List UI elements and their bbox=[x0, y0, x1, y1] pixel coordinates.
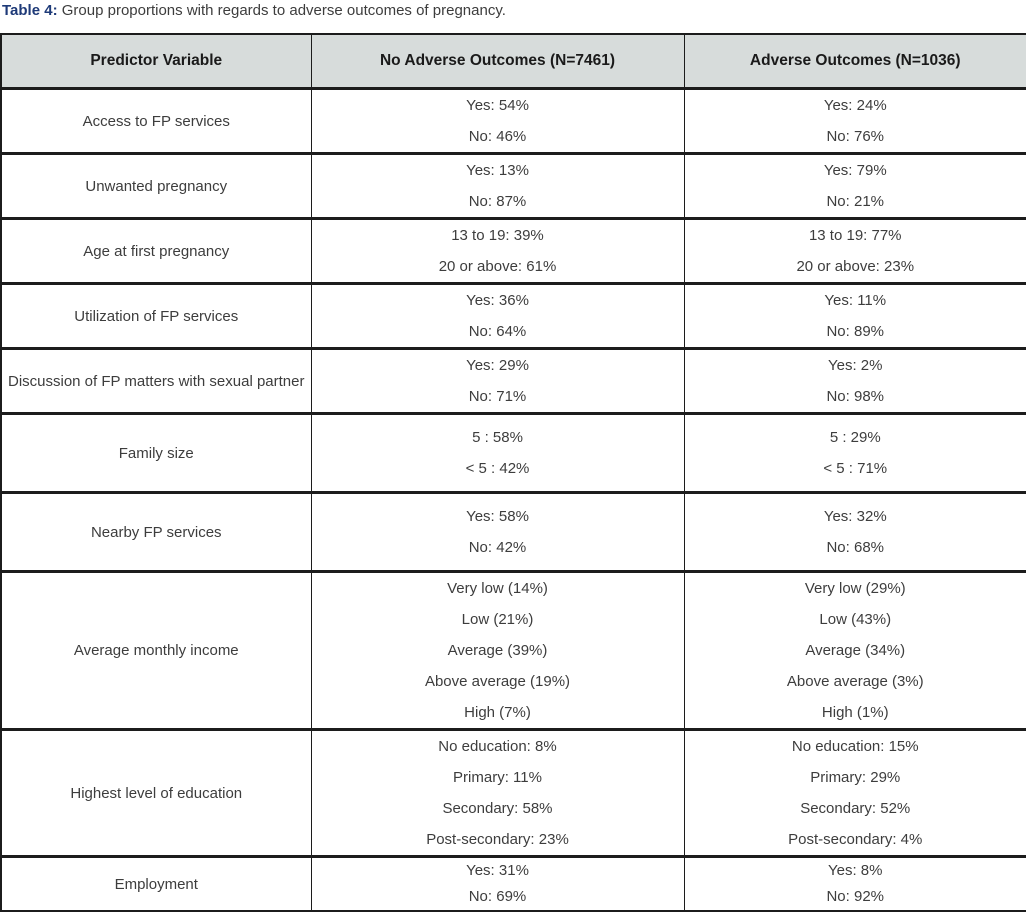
no-adverse-cell: Yes: 54% No: 46% bbox=[311, 89, 684, 154]
no-adverse-cell: Very low (14%) Low (21%) Average (39%) A… bbox=[311, 572, 684, 730]
cell-line: 5 : 58% bbox=[312, 422, 684, 453]
cell-line: No education: 15% bbox=[685, 731, 1026, 762]
cell-line: Secondary: 52% bbox=[685, 793, 1026, 824]
cell-line: Above average (19%) bbox=[312, 666, 684, 697]
cell-line: No: 98% bbox=[685, 381, 1026, 412]
cell-line: No: 76% bbox=[685, 121, 1026, 152]
cell-line: No education: 8% bbox=[312, 731, 684, 762]
table-row: Discussion of FP matters with sexual par… bbox=[1, 349, 1026, 414]
cell-line: Above average (3%) bbox=[685, 666, 1026, 697]
group-proportions-table: Predictor Variable No Adverse Outcomes (… bbox=[0, 33, 1026, 912]
cell-line: 13 to 19: 77% bbox=[685, 220, 1026, 251]
table-row: Nearby FP services Yes: 58% No: 42% Yes:… bbox=[1, 493, 1026, 572]
table-row: Access to FP services Yes: 54% No: 46% Y… bbox=[1, 89, 1026, 154]
table-row: Family size 5 : 58% < 5 : 42% 5 : 29% < … bbox=[1, 414, 1026, 493]
col-header-adverse-outcomes: Adverse Outcomes (N=1036) bbox=[684, 34, 1026, 89]
adverse-cell: Yes: 24% No: 76% bbox=[684, 89, 1026, 154]
predictor-cell: Age at first pregnancy bbox=[1, 219, 311, 284]
table-caption-text: Group proportions with regards to advers… bbox=[58, 2, 506, 19]
cell-line: No: 46% bbox=[312, 121, 684, 152]
cell-line: Yes: 32% bbox=[685, 501, 1026, 532]
table-row: Unwanted pregnancy Yes: 13% No: 87% Yes:… bbox=[1, 154, 1026, 219]
cell-line: No: 92% bbox=[685, 884, 1026, 910]
predictor-cell: Access to FP services bbox=[1, 89, 311, 154]
cell-line: No: 21% bbox=[685, 186, 1026, 217]
cell-line: Post-secondary: 23% bbox=[312, 824, 684, 855]
adverse-cell: Yes: 79% No: 21% bbox=[684, 154, 1026, 219]
cell-line: Post-secondary: 4% bbox=[685, 824, 1026, 855]
cell-line: < 5 : 42% bbox=[312, 453, 684, 484]
predictor-cell: Unwanted pregnancy bbox=[1, 154, 311, 219]
cell-line: 5 : 29% bbox=[685, 422, 1026, 453]
predictor-cell: Discussion of FP matters with sexual par… bbox=[1, 349, 311, 414]
no-adverse-cell: No education: 8% Primary: 11% Secondary:… bbox=[311, 730, 684, 857]
adverse-cell: Yes: 32% No: 68% bbox=[684, 493, 1026, 572]
cell-line: Yes: 36% bbox=[312, 285, 684, 316]
header-row: Predictor Variable No Adverse Outcomes (… bbox=[1, 34, 1026, 89]
col-header-predictor-variable: Predictor Variable bbox=[1, 34, 311, 89]
cell-line: No: 87% bbox=[312, 186, 684, 217]
adverse-cell: Yes: 2% No: 98% bbox=[684, 349, 1026, 414]
cell-line: < 5 : 71% bbox=[685, 453, 1026, 484]
cell-line: Primary: 11% bbox=[312, 762, 684, 793]
cell-line: Yes: 8% bbox=[685, 858, 1026, 884]
table-caption-label: Table 4: bbox=[2, 2, 58, 19]
predictor-cell: Employment bbox=[1, 857, 311, 912]
cell-line: Yes: 24% bbox=[685, 90, 1026, 121]
cell-line: Yes: 79% bbox=[685, 155, 1026, 186]
cell-line: Average (39%) bbox=[312, 635, 684, 666]
cell-line: Yes: 29% bbox=[312, 350, 684, 381]
no-adverse-cell: Yes: 29% No: 71% bbox=[311, 349, 684, 414]
col-header-no-adverse-outcomes: No Adverse Outcomes (N=7461) bbox=[311, 34, 684, 89]
table-row: Highest level of education No education:… bbox=[1, 730, 1026, 857]
cell-line: No: 71% bbox=[312, 381, 684, 412]
cell-line: Secondary: 58% bbox=[312, 793, 684, 824]
cell-line: Very low (14%) bbox=[312, 573, 684, 604]
cell-line: 20 or above: 23% bbox=[685, 251, 1026, 282]
adverse-cell: Very low (29%) Low (43%) Average (34%) A… bbox=[684, 572, 1026, 730]
cell-line: Primary: 29% bbox=[685, 762, 1026, 793]
predictor-cell: Nearby FP services bbox=[1, 493, 311, 572]
cell-line: Yes: 54% bbox=[312, 90, 684, 121]
cell-line: Low (21%) bbox=[312, 604, 684, 635]
table-row: Employment Yes: 31% No: 69% Yes: 8% No: … bbox=[1, 857, 1026, 912]
cell-line: Yes: 2% bbox=[685, 350, 1026, 381]
no-adverse-cell: Yes: 58% No: 42% bbox=[311, 493, 684, 572]
no-adverse-cell: Yes: 13% No: 87% bbox=[311, 154, 684, 219]
cell-line: Yes: 31% bbox=[312, 858, 684, 884]
table-row: Age at first pregnancy 13 to 19: 39% 20 … bbox=[1, 219, 1026, 284]
no-adverse-cell: 5 : 58% < 5 : 42% bbox=[311, 414, 684, 493]
cell-line: No: 64% bbox=[312, 316, 684, 347]
predictor-cell: Average monthly income bbox=[1, 572, 311, 730]
predictor-cell: Family size bbox=[1, 414, 311, 493]
cell-line: Average (34%) bbox=[685, 635, 1026, 666]
predictor-cell: Utilization of FP services bbox=[1, 284, 311, 349]
cell-line: Yes: 13% bbox=[312, 155, 684, 186]
table-row: Average monthly income Very low (14%) Lo… bbox=[1, 572, 1026, 730]
predictor-cell: Highest level of education bbox=[1, 730, 311, 857]
adverse-cell: 5 : 29% < 5 : 71% bbox=[684, 414, 1026, 493]
cell-line: No: 69% bbox=[312, 884, 684, 910]
cell-line: 20 or above: 61% bbox=[312, 251, 684, 282]
no-adverse-cell: Yes: 31% No: 69% bbox=[311, 857, 684, 912]
adverse-cell: Yes: 8% No: 92% bbox=[684, 857, 1026, 912]
cell-line: No: 42% bbox=[312, 532, 684, 563]
cell-line: 13 to 19: 39% bbox=[312, 220, 684, 251]
table-row: Utilization of FP services Yes: 36% No: … bbox=[1, 284, 1026, 349]
cell-line: High (7%) bbox=[312, 697, 684, 728]
adverse-cell: Yes: 11% No: 89% bbox=[684, 284, 1026, 349]
cell-line: Yes: 58% bbox=[312, 501, 684, 532]
adverse-cell: No education: 15% Primary: 29% Secondary… bbox=[684, 730, 1026, 857]
no-adverse-cell: Yes: 36% No: 64% bbox=[311, 284, 684, 349]
cell-line: No: 89% bbox=[685, 316, 1026, 347]
cell-line: Low (43%) bbox=[685, 604, 1026, 635]
cell-line: Yes: 11% bbox=[685, 285, 1026, 316]
adverse-cell: 13 to 19: 77% 20 or above: 23% bbox=[684, 219, 1026, 284]
cell-line: No: 68% bbox=[685, 532, 1026, 563]
no-adverse-cell: 13 to 19: 39% 20 or above: 61% bbox=[311, 219, 684, 284]
table-caption: Table 4: Group proportions with regards … bbox=[0, 0, 1026, 20]
cell-line: High (1%) bbox=[685, 697, 1026, 728]
cell-line: Very low (29%) bbox=[685, 573, 1026, 604]
